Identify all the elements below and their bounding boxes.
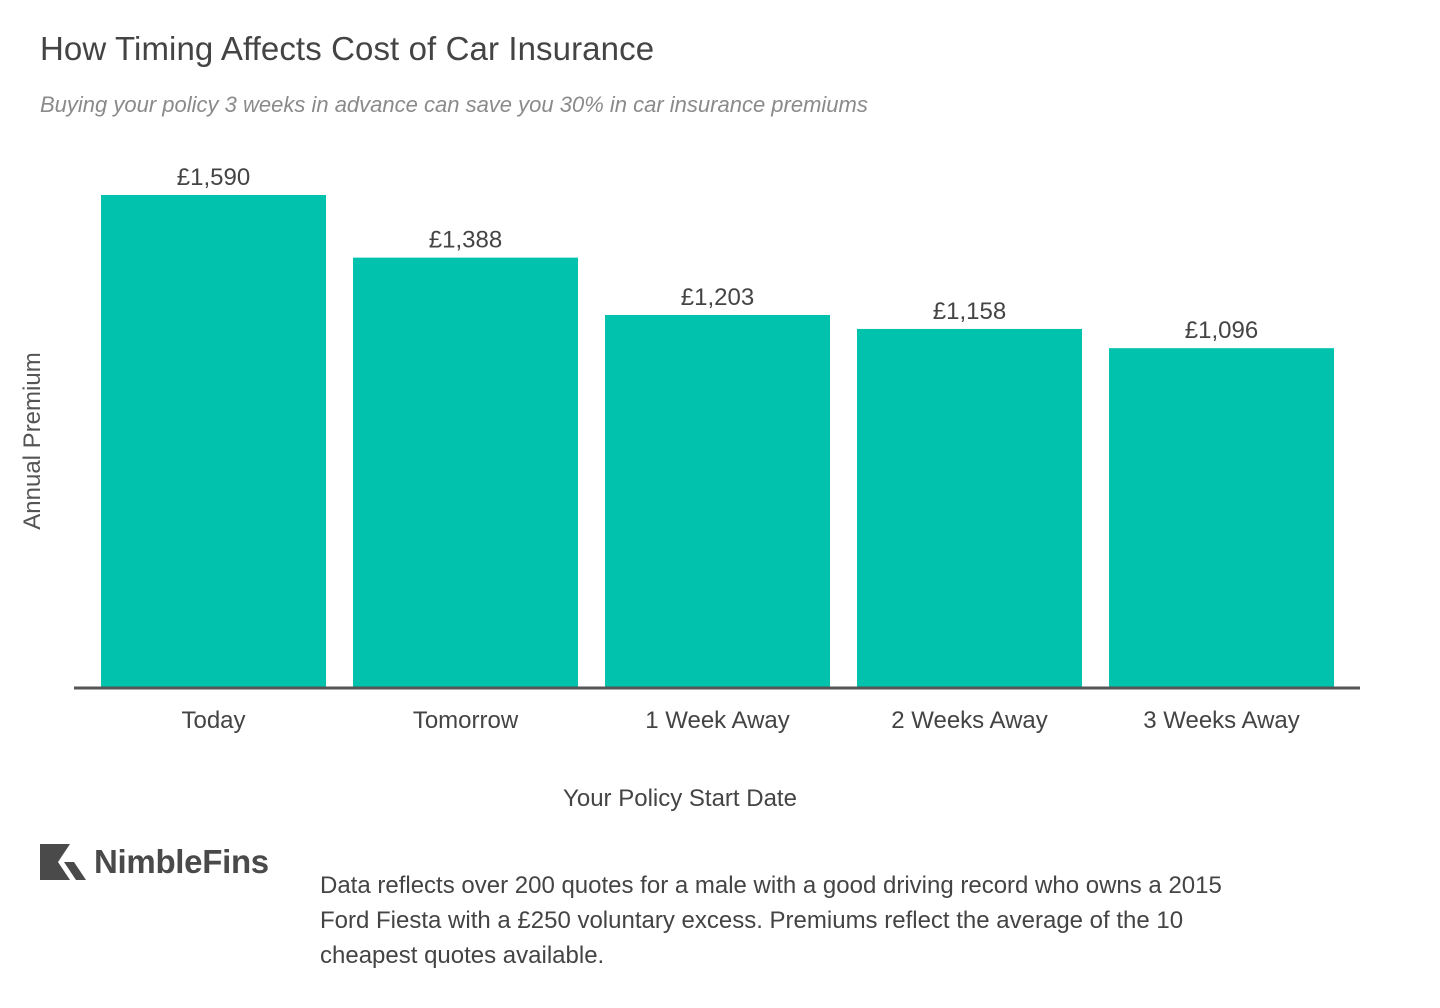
bars-layer <box>101 195 1334 688</box>
x-tick-label: 1 Week Away <box>645 707 790 734</box>
x-axis-label: Your Policy Start Date <box>563 785 797 812</box>
bar-today <box>101 195 326 688</box>
bar-value-label: £1,203 <box>681 284 754 311</box>
x-tick-label: 2 Weeks Away <box>891 707 1048 734</box>
bar-chart: £1,590 £1,388 £1,203 £1,158 £1,096 Today Tomo… <box>74 164 1360 734</box>
footnote-line: cheapest quotes available. <box>320 942 605 969</box>
x-tick-label: Tomorrow <box>413 707 519 734</box>
footnote-line: Data reflects over 200 quotes for a male… <box>320 872 1222 899</box>
bar-1-week-away <box>605 314 830 688</box>
bar-3-weeks-away <box>1109 348 1334 688</box>
y-axis-label: Annual Premium <box>19 352 46 530</box>
brand-logo: NimbleFins <box>40 840 269 884</box>
nimblefins-chevron-icon <box>40 844 86 880</box>
chart-subtitle: Buying your policy 3 weeks in advance ca… <box>40 92 868 117</box>
footnote-line: Ford Fiesta with a £250 voluntary excess… <box>320 907 1184 934</box>
bar-tomorrow <box>353 257 578 688</box>
logo-text: NimbleFins <box>94 843 269 880</box>
bar-2-weeks-away <box>857 328 1082 688</box>
tick-labels-layer: Today Tomorrow 1 Week Away 2 Weeks Away 3 We… <box>181 707 1299 734</box>
bar-value-label: £1,096 <box>1185 317 1258 344</box>
footnote: Data reflects over 200 quotes for a male… <box>320 868 1400 973</box>
bar-value-label: £1,388 <box>429 227 502 254</box>
x-tick-label: 3 Weeks Away <box>1143 707 1300 734</box>
bar-value-label: £1,158 <box>933 298 1006 325</box>
bar-value-label: £1,590 <box>177 164 250 191</box>
x-tick-label: Today <box>181 707 245 734</box>
chart-title: How Timing Affects Cost of Car Insurance <box>40 30 655 67</box>
value-labels-layer: £1,590 £1,388 £1,203 £1,158 £1,096 <box>177 164 1258 344</box>
